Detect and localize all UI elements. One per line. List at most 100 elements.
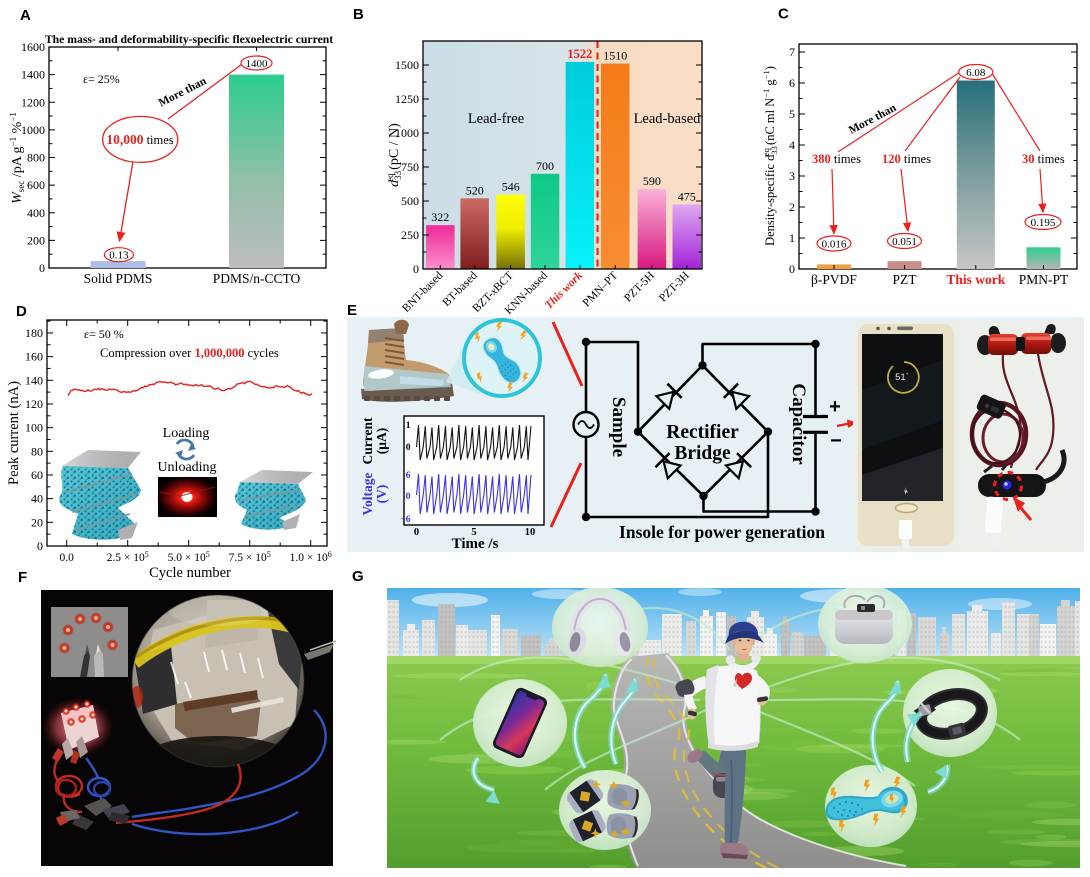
svg-text:Cycle number: Cycle number	[149, 565, 231, 581]
svg-text:700: 700	[536, 159, 554, 173]
svg-text:ε= 25%: ε= 25%	[83, 72, 120, 86]
svg-text:More than: More than	[847, 102, 899, 137]
svg-text:More than: More than	[157, 75, 209, 110]
svg-text:1600: 1600	[21, 40, 45, 54]
svg-text:51`: 51`	[895, 372, 909, 383]
svg-text:Wsec /pA g−1 %−1: Wsec /pA g−1 %−1	[8, 112, 26, 204]
svg-text:40: 40	[31, 492, 43, 506]
svg-text:PZT-5H: PZT-5H	[622, 270, 657, 305]
svg-text:D: D	[16, 303, 27, 320]
svg-text:B: B	[353, 6, 364, 23]
svg-text:Current: Current	[360, 417, 375, 464]
svg-text:Time /s: Time /s	[452, 536, 499, 552]
svg-text:1250: 1250	[395, 92, 419, 106]
svg-text:A: A	[20, 7, 31, 24]
svg-text:10,000 times: 10,000 times	[106, 132, 173, 147]
svg-text:+: +	[829, 396, 841, 418]
svg-text:PZT: PZT	[892, 272, 917, 287]
svg-text:1: 1	[789, 231, 795, 245]
svg-text:0.13: 0.13	[109, 250, 129, 262]
svg-text:β-PVDF: β-PVDF	[811, 272, 857, 287]
svg-text:0: 0	[406, 492, 411, 502]
svg-text:1522: 1522	[567, 47, 592, 61]
svg-text:BNT-based: BNT-based	[400, 269, 445, 314]
svg-text:d33eq (pC / N): d33eq (pC / N)	[385, 123, 403, 187]
svg-text:This work: This work	[543, 269, 585, 311]
svg-text:1200: 1200	[21, 95, 45, 109]
svg-text:1510: 1510	[603, 49, 627, 63]
svg-text:520: 520	[466, 183, 484, 197]
svg-text:7: 7	[789, 45, 795, 59]
svg-text:0: 0	[413, 262, 419, 276]
svg-text:Insole for power generation: Insole for power generation	[619, 522, 825, 542]
svg-text:0.0: 0.0	[60, 552, 75, 564]
svg-text:80: 80	[31, 444, 43, 458]
svg-text:PZT-3H: PZT-3H	[657, 270, 692, 305]
svg-text:Lead-based: Lead-based	[634, 111, 702, 127]
svg-text:160: 160	[25, 350, 43, 364]
svg-text:500: 500	[401, 194, 419, 208]
svg-text:5: 5	[789, 107, 795, 121]
svg-text:2.5 × 105: 2.5 × 105	[107, 550, 149, 564]
svg-text:800: 800	[27, 151, 45, 165]
svg-text:PMN-PT: PMN-PT	[1019, 272, 1069, 287]
svg-text:0: 0	[406, 443, 411, 453]
svg-text:G: G	[352, 568, 364, 585]
svg-text:546: 546	[502, 180, 520, 194]
svg-text:1500: 1500	[395, 58, 419, 72]
svg-text:Bridge: Bridge	[674, 443, 731, 464]
svg-text:250: 250	[401, 228, 419, 242]
svg-text:(V): (V)	[374, 485, 389, 504]
svg-text:C: C	[778, 6, 789, 23]
svg-text:−6: −6	[400, 515, 410, 525]
svg-text:5.0 × 105: 5.0 × 105	[168, 550, 210, 564]
svg-text:120 times: 120 times	[882, 152, 931, 166]
svg-text:ε= 50 %: ε= 50 %	[84, 327, 124, 341]
svg-text:Loading: Loading	[163, 426, 210, 441]
svg-text:F: F	[18, 569, 27, 586]
svg-text:20: 20	[31, 515, 43, 529]
svg-text:0.051: 0.051	[892, 236, 917, 248]
svg-text:380 times: 380 times	[812, 152, 861, 166]
svg-text:Compression over 1,000,000 cyc: Compression over 1,000,000 cycles	[100, 346, 279, 360]
svg-text:Solid PDMS: Solid PDMS	[84, 271, 153, 286]
svg-text:Rectifier: Rectifier	[666, 422, 739, 443]
svg-text:0: 0	[414, 527, 419, 538]
svg-text:140: 140	[25, 373, 43, 387]
svg-text:322: 322	[431, 210, 449, 224]
svg-text:60: 60	[31, 468, 43, 482]
svg-text:10: 10	[525, 527, 536, 538]
svg-text:1400: 1400	[21, 68, 45, 82]
svg-text:6: 6	[406, 471, 411, 481]
svg-text:0: 0	[37, 539, 43, 553]
svg-text:1400: 1400	[246, 58, 269, 70]
svg-text:590: 590	[643, 174, 661, 188]
svg-text:200: 200	[27, 233, 45, 247]
svg-text:0: 0	[789, 262, 795, 276]
svg-text:1: 1	[406, 421, 411, 431]
svg-text:0.016: 0.016	[822, 238, 847, 250]
svg-text:2: 2	[789, 200, 795, 214]
svg-text:Sample: Sample	[608, 397, 629, 457]
svg-text:−: −	[830, 430, 842, 452]
svg-text:400: 400	[27, 206, 45, 220]
svg-text:Unloading: Unloading	[157, 460, 216, 475]
svg-text:5: 5	[471, 527, 476, 538]
svg-text:Lead-free: Lead-free	[468, 111, 524, 127]
svg-text:4: 4	[789, 138, 795, 152]
svg-text:3: 3	[789, 169, 795, 183]
svg-text:This work: This work	[946, 272, 1005, 287]
svg-text:100: 100	[25, 421, 43, 435]
svg-text:1000: 1000	[395, 126, 419, 140]
svg-text:120: 120	[25, 397, 43, 411]
svg-text:600: 600	[27, 178, 45, 192]
svg-text:PDMS/n-CCTO: PDMS/n-CCTO	[213, 271, 301, 286]
svg-text:Voltage: Voltage	[360, 472, 375, 515]
svg-text:1000: 1000	[21, 123, 45, 137]
svg-text:6: 6	[789, 76, 795, 90]
svg-text:6.08: 6.08	[966, 67, 986, 79]
svg-text:7.5 × 105: 7.5 × 105	[229, 550, 271, 564]
svg-text:PMN–PT: PMN–PT	[581, 270, 621, 310]
svg-text:Peak current (nA): Peak current (nA)	[6, 381, 22, 485]
svg-text:Capacitor: Capacitor	[788, 383, 809, 465]
